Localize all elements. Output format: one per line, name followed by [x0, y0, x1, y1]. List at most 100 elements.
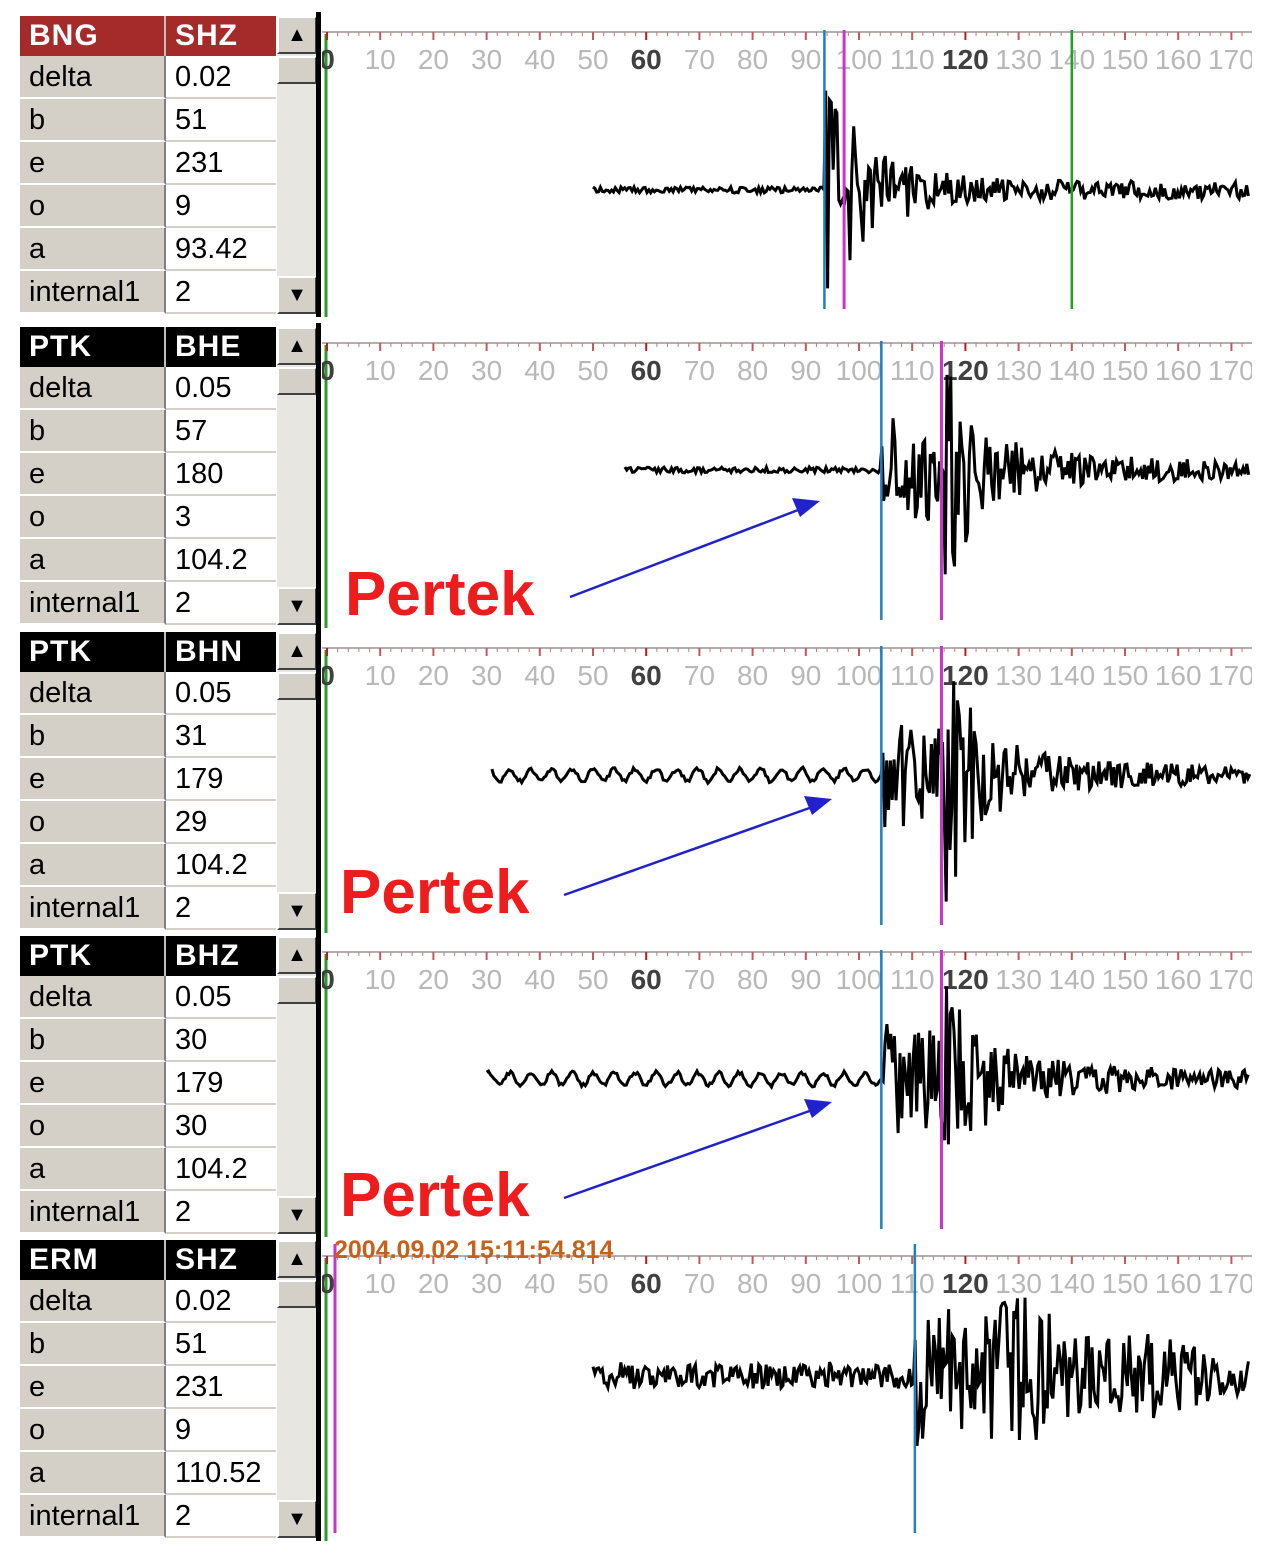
field-value-a[interactable]: 104.2 — [166, 1148, 276, 1191]
scroll-down-button[interactable]: ▼ — [277, 1500, 317, 1538]
field-value-delta[interactable]: 0.02 — [166, 56, 276, 99]
field-value-internal1[interactable]: 2 — [166, 1495, 276, 1538]
scroll-down-button[interactable]: ▼ — [277, 892, 317, 930]
field-key-internal1: internal1 — [20, 582, 166, 625]
field-value-delta[interactable]: 0.02 — [166, 1280, 276, 1323]
seismogram-plot[interactable]: 0 10 20 30 40 50 60 70 80 90 100 110 120 130 140 150 160… — [319, 628, 1255, 933]
scroll-down-button[interactable]: ▼ — [277, 276, 317, 314]
field-value-internal1[interactable]: 2 — [166, 271, 276, 314]
field-value-internal1[interactable]: 2 — [166, 1191, 276, 1234]
header-scrollbar[interactable]: ▲ ▼ — [277, 1240, 317, 1538]
field-value-e[interactable]: 179 — [166, 758, 276, 801]
header-scrollbar[interactable]: ▲ ▼ — [277, 327, 317, 625]
header-scrollbar[interactable]: ▲ ▼ — [277, 16, 317, 314]
axis-tick-label: 140 — [1048, 964, 1095, 995]
axis-tick-label: 90 — [790, 660, 821, 691]
annotation-arrow — [569, 505, 807, 599]
waveform-trace — [490, 681, 1252, 902]
axis-tick-label: 60 — [631, 44, 662, 75]
field-value-o[interactable]: 29 — [166, 801, 276, 844]
scroll-thumb[interactable] — [277, 367, 317, 395]
scroll-down-button[interactable]: ▼ — [277, 587, 317, 625]
field-value-o[interactable]: 3 — [166, 496, 276, 539]
channel-label: SHZ — [166, 1240, 276, 1280]
field-key-e: e — [20, 1366, 166, 1409]
field-value-b[interactable]: 31 — [166, 715, 276, 758]
field-value-internal1[interactable]: 2 — [166, 887, 276, 930]
scroll-up-button[interactable]: ▲ — [277, 936, 317, 974]
axis-tick-label: 50 — [577, 964, 608, 995]
panel-divider — [316, 1236, 321, 1541]
field-value-e[interactable]: 179 — [166, 1062, 276, 1105]
waveform-trace — [591, 1297, 1250, 1447]
trace-start-timestamp: 2004.09.02 15:11:54.814 — [334, 1236, 614, 1264]
field-key-a: a — [20, 844, 166, 887]
axis-tick-label: 30 — [471, 660, 502, 691]
scroll-thumb[interactable] — [277, 976, 317, 1004]
axis-tick-label: 170 — [1208, 355, 1252, 386]
field-value-b[interactable]: 51 — [166, 99, 276, 142]
axis-tick-label: 40 — [524, 964, 555, 995]
scroll-thumb[interactable] — [277, 56, 317, 84]
seismogram-plot[interactable]: 0 10 20 30 40 50 60 70 80 90 100 110 120 130 140 150 160… — [319, 323, 1255, 628]
axis-tick-label: 150 — [1102, 964, 1149, 995]
scroll-up-button[interactable]: ▲ — [277, 632, 317, 670]
axis-tick-label: 20 — [418, 44, 449, 75]
field-key-a: a — [20, 228, 166, 271]
axis-tick-label: 170 — [1208, 964, 1252, 995]
annotation-arrow — [563, 803, 819, 897]
scroll-up-button[interactable]: ▲ — [277, 16, 317, 54]
field-value-delta[interactable]: 0.05 — [166, 976, 276, 1019]
seismogram-plot[interactable]: 0 10 20 30 40 50 60 70 80 90 100 110 120 130 140 150 160… — [319, 12, 1255, 317]
axis-tick-label: 130 — [995, 964, 1042, 995]
field-value-a[interactable]: 104.2 — [166, 539, 276, 582]
field-value-o[interactable]: 9 — [166, 1409, 276, 1452]
field-value-a[interactable]: 104.2 — [166, 844, 276, 887]
seismogram-plot[interactable]: 0 10 20 30 40 50 60 70 80 90 100 110 120 130 140 150 160… — [319, 1236, 1255, 1541]
seismogram-plot[interactable]: 0 10 20 30 40 50 60 70 80 90 100 110 120 130 140 150 160… — [319, 932, 1255, 1237]
axis-tick-label: 170 — [1208, 1268, 1252, 1299]
panel-divider — [316, 932, 321, 1237]
field-value-b[interactable]: 30 — [166, 1019, 276, 1062]
axis-tick-label: 80 — [737, 660, 768, 691]
header-scrollbar[interactable]: ▲ ▼ — [277, 936, 317, 1234]
field-value-o[interactable]: 30 — [166, 1105, 276, 1148]
field-key-internal1: internal1 — [20, 887, 166, 930]
field-value-o[interactable]: 9 — [166, 185, 276, 228]
channel-label: BHZ — [166, 936, 276, 976]
field-value-a[interactable]: 93.42 — [166, 228, 276, 271]
header-scrollbar[interactable]: ▲ ▼ — [277, 632, 317, 930]
axis-tick-label: 10 — [365, 1268, 396, 1299]
down-arrow-icon: ▼ — [287, 1203, 307, 1226]
field-value-e[interactable]: 180 — [166, 453, 276, 496]
field-value-e[interactable]: 231 — [166, 142, 276, 185]
axis-tick-label: 100 — [836, 1268, 883, 1299]
scroll-up-button[interactable]: ▲ — [277, 327, 317, 365]
station-label: BNG — [20, 16, 166, 56]
field-value-internal1[interactable]: 2 — [166, 582, 276, 625]
axis-tick-label: 100 — [836, 660, 883, 691]
field-value-a[interactable]: 110.52 — [166, 1452, 276, 1495]
station-annotation: Pertek — [340, 858, 530, 927]
axis-tick-label: 10 — [365, 44, 396, 75]
field-value-b[interactable]: 57 — [166, 410, 276, 453]
axis-tick-label: 160 — [1155, 355, 1202, 386]
field-value-b[interactable]: 51 — [166, 1323, 276, 1366]
scroll-thumb[interactable] — [277, 1280, 317, 1308]
trace-panel-ptk-bhe: PTK BHE delta 0.05 b 57 e 180 o 3 a 104.2 internal1 2… — [0, 323, 1266, 629]
up-arrow-icon: ▲ — [287, 1247, 307, 1270]
scroll-down-button[interactable]: ▼ — [277, 1196, 317, 1234]
field-value-delta[interactable]: 0.05 — [166, 367, 276, 410]
scroll-thumb[interactable] — [277, 672, 317, 700]
arrow-head-icon — [804, 1099, 832, 1118]
channel-label: BHN — [166, 632, 276, 672]
field-key-b: b — [20, 99, 166, 142]
axis-tick-label: 20 — [418, 964, 449, 995]
field-value-delta[interactable]: 0.05 — [166, 672, 276, 715]
axis-tick-label: 110 — [890, 1268, 935, 1299]
scroll-up-button[interactable]: ▲ — [277, 1240, 317, 1278]
axis-tick-label: 50 — [577, 355, 608, 386]
field-value-e[interactable]: 231 — [166, 1366, 276, 1409]
channel-label: BHE — [166, 327, 276, 367]
